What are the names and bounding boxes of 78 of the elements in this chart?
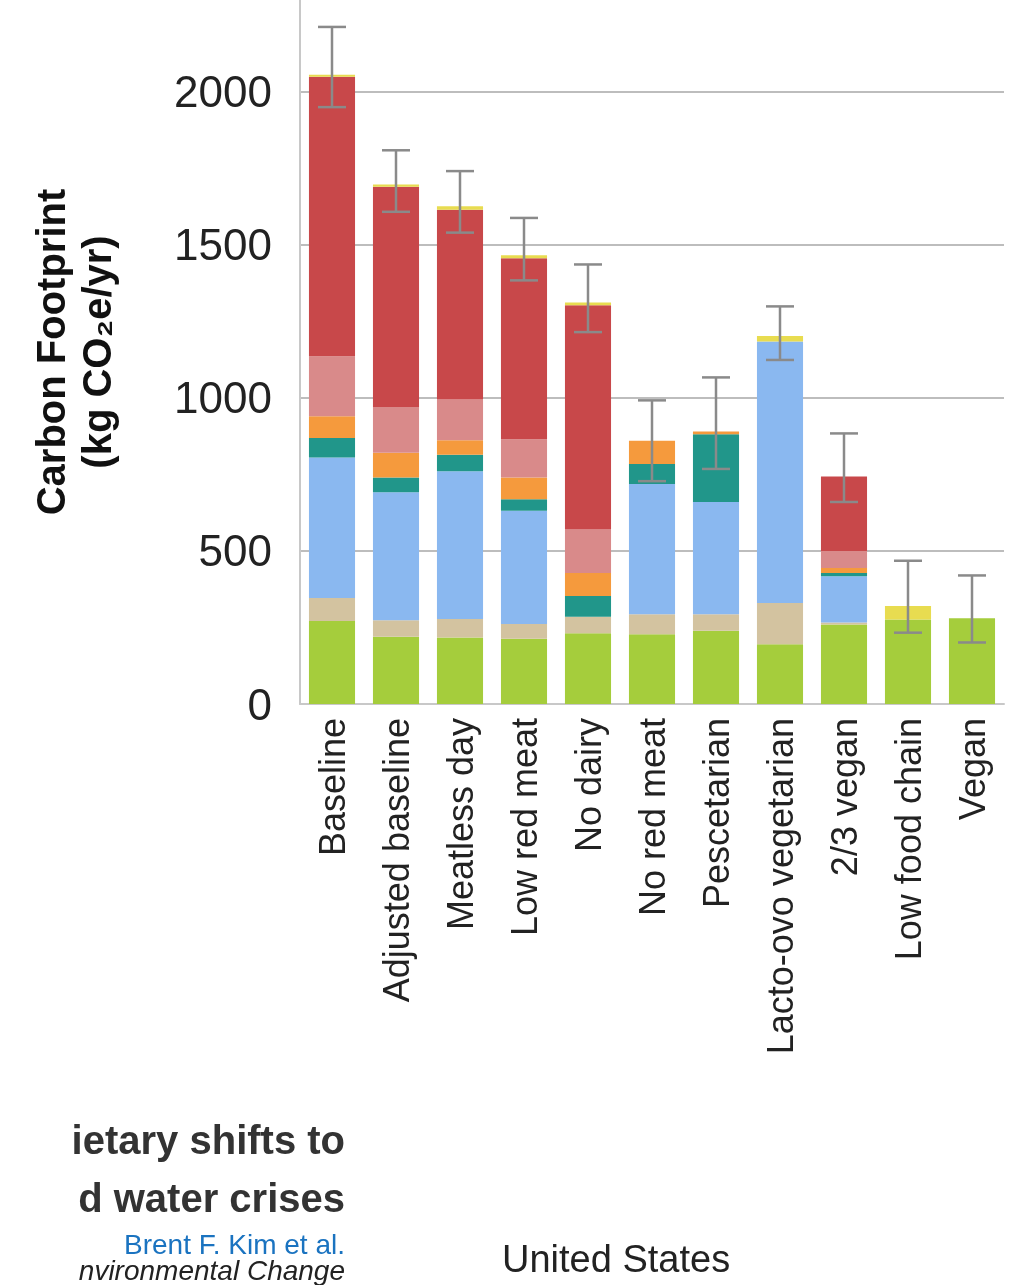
- x-tick-label: Vegan: [951, 718, 993, 821]
- y-axis-title: Carbon Footprint (kg CO₂e/yr): [29, 188, 119, 516]
- x-tick-label: Pescetarian: [695, 718, 737, 909]
- y-tick-label: 500: [198, 526, 272, 576]
- bar: [500, 638, 548, 704]
- bar: [692, 434, 740, 502]
- text: d water crises: [78, 1176, 345, 1220]
- bar: [564, 529, 612, 573]
- bar: [564, 305, 612, 530]
- bar: [820, 476, 868, 551]
- bar: [436, 637, 484, 704]
- bar: [308, 621, 356, 704]
- bar: [564, 633, 612, 704]
- bar: [628, 483, 676, 615]
- y-tick-label: 1500: [174, 220, 272, 270]
- bar: [500, 499, 548, 511]
- bar: [308, 356, 356, 417]
- bar: [628, 634, 676, 704]
- bar: [500, 258, 548, 440]
- x-tick-label: Low food chain: [887, 718, 929, 961]
- bar: [500, 255, 548, 259]
- bar: [628, 464, 676, 484]
- bar: [500, 439, 548, 478]
- bar: [372, 492, 420, 621]
- x-tick-label: Lacto-ovo vegetarian: [759, 718, 801, 1055]
- text: ietary shifts to: [71, 1118, 345, 1162]
- bar: [756, 341, 804, 603]
- bar: [692, 614, 740, 631]
- x-tick-label: Low red meat: [503, 718, 545, 937]
- bar: [884, 619, 932, 704]
- bar: [372, 636, 420, 704]
- bar: [308, 76, 356, 357]
- bar: [436, 209, 484, 400]
- bar: [436, 454, 484, 472]
- bar: [564, 616, 612, 634]
- bar: [820, 568, 868, 573]
- bar: [436, 618, 484, 638]
- bar: [692, 630, 740, 704]
- bar: [756, 336, 804, 342]
- bar: [628, 440, 676, 465]
- bar: [308, 457, 356, 599]
- x-tick-label: No red meat: [631, 718, 673, 917]
- bar: [372, 186, 420, 408]
- bar: [372, 407, 420, 453]
- x-tick-label: Meatless day: [439, 718, 481, 931]
- bar: [820, 624, 868, 704]
- bar: [308, 438, 356, 458]
- bar: [756, 644, 804, 704]
- bar: [372, 620, 420, 637]
- bar: [308, 416, 356, 439]
- bar: [884, 606, 932, 620]
- bar: [436, 399, 484, 441]
- x-tick-label: Baseline: [311, 718, 353, 857]
- bar: [500, 510, 548, 625]
- bar: [820, 550, 868, 569]
- y-tick-label: 1000: [174, 373, 272, 423]
- bar: [628, 614, 676, 635]
- bar: [372, 452, 420, 478]
- bar: [564, 572, 612, 596]
- bar: [692, 501, 740, 615]
- x-tick-label: 2/3 vegan: [823, 718, 865, 877]
- bar: [372, 477, 420, 493]
- y-tick-label: 2000: [174, 67, 272, 117]
- bar: [948, 618, 996, 704]
- bar: [436, 206, 484, 210]
- text: United States: [502, 1238, 731, 1280]
- bar: [756, 602, 804, 645]
- bar: [436, 440, 484, 455]
- bar: [500, 624, 548, 639]
- bar: [820, 576, 868, 623]
- bar: [436, 471, 484, 619]
- bar: [500, 477, 548, 500]
- y-tick-label: 0: [247, 679, 272, 729]
- bar: [564, 302, 612, 306]
- x-tick-label: Adjusted baseline: [375, 718, 417, 1003]
- bar: [564, 595, 612, 617]
- bar: [308, 598, 356, 622]
- x-tick-label: No dairy: [567, 718, 609, 853]
